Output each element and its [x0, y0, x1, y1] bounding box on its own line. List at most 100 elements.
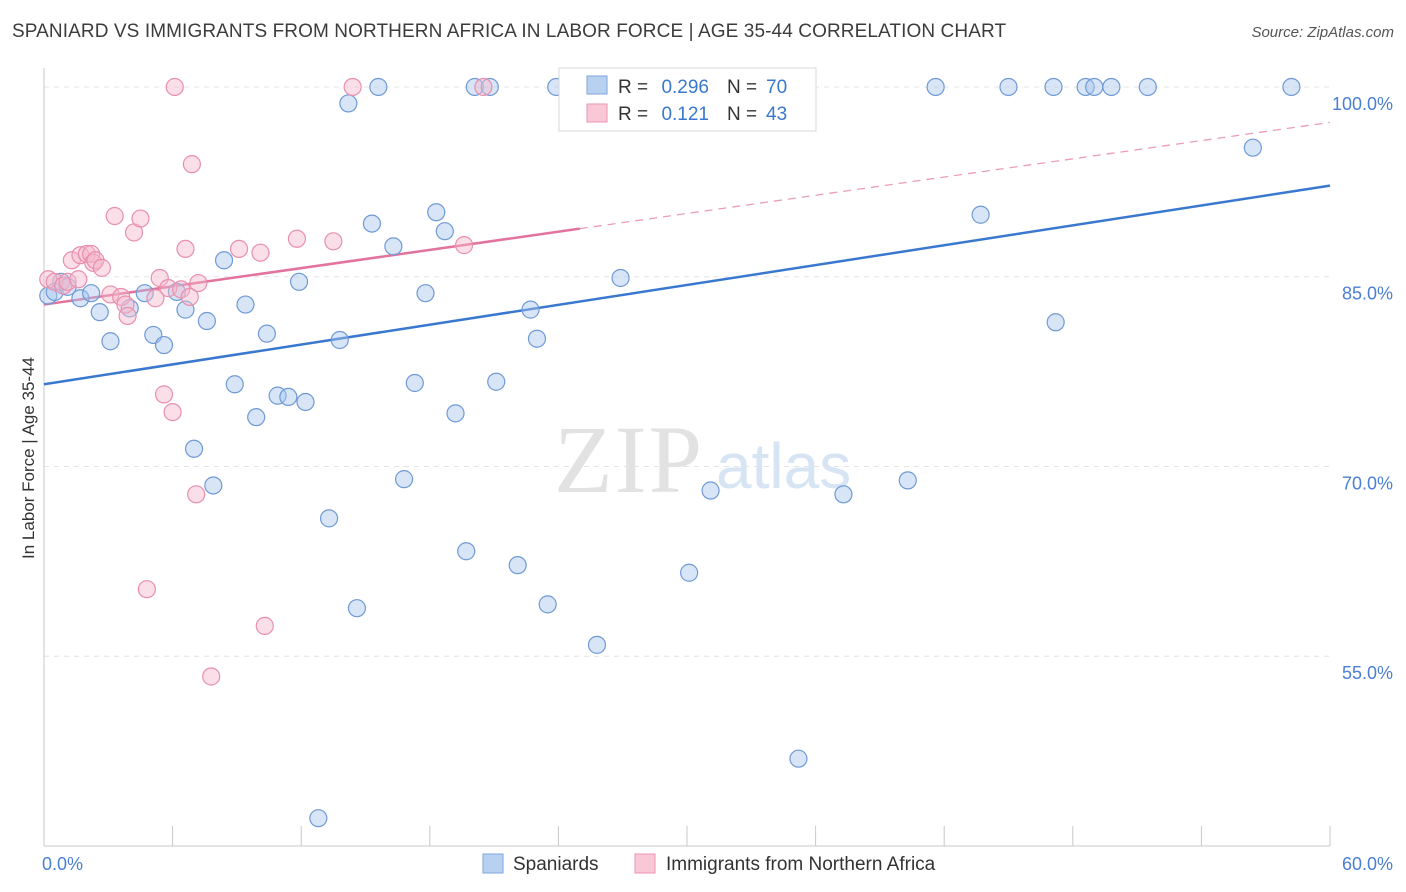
immigrants-point: [324, 232, 343, 251]
immigrants-point: [187, 485, 206, 504]
spaniards-point: [309, 809, 328, 828]
immigrants-point: [287, 229, 307, 248]
spaniards-point: [446, 404, 465, 423]
y-tick-label: 55.0%: [1342, 663, 1393, 683]
immigrants-point: [137, 580, 156, 599]
watermark: ZIP atlas: [554, 406, 851, 513]
immigrants-point: [159, 279, 178, 298]
stats-r-value-blue: 0.296: [661, 77, 709, 98]
spaniards-point: [135, 284, 154, 303]
x-tick-label-max: 60.0%: [1342, 854, 1393, 874]
stats-n-label-pink: N =: [727, 104, 757, 125]
immigrants-point: [251, 243, 270, 262]
y-tick-label: 85.0%: [1342, 284, 1393, 304]
spaniards-point: [319, 509, 339, 528]
trend-line-spaniards: [43, 184, 1331, 386]
immigrants-point: [165, 77, 184, 97]
spaniards-point: [296, 392, 315, 412]
y-axis-title: In Labor Force | Age 35-44: [19, 357, 38, 559]
legend-swatch-immigrants: [634, 853, 656, 874]
spaniards-point: [1243, 138, 1262, 157]
stats-n-value-blue: 70: [766, 77, 787, 98]
series-legend: Spaniards Immigrants from Northern Afric…: [482, 853, 936, 875]
immigrants-point: [163, 402, 182, 422]
stats-r-label-blue: R =: [618, 77, 648, 98]
stats-legend: R = 0.296 N = 70 R = 0.121 N = 43: [558, 67, 817, 132]
immigrants-point: [146, 289, 165, 308]
spaniards-point: [457, 542, 476, 561]
immigrants-point: [154, 385, 174, 404]
spaniards-point: [339, 94, 358, 113]
spaniards-point: [405, 373, 424, 393]
legend-label-immigrants: Immigrants from Northern Africa: [666, 854, 936, 875]
trend-line-immigrants-extension: [579, 121, 1331, 230]
spaniards-point: [701, 481, 720, 500]
spaniards-point: [394, 470, 414, 489]
immigrants-point: [474, 77, 493, 97]
y-tick-label: 70.0%: [1342, 473, 1393, 493]
spaniards-point: [184, 439, 204, 458]
spaniards-point: [101, 332, 120, 351]
spaniards-point: [204, 476, 223, 495]
immigrants-point: [229, 239, 249, 259]
trend-lines: [43, 121, 1331, 386]
immigrants-point: [255, 616, 274, 635]
spaniards-point: [1102, 77, 1121, 97]
spaniards-point: [257, 324, 277, 343]
stats-swatch-blue: [586, 75, 608, 95]
source-label: Source: ZipAtlas.com: [1251, 24, 1394, 41]
immigrants-point: [189, 273, 208, 293]
immigrants-point: [45, 272, 64, 291]
immigrants-point: [58, 272, 77, 291]
spaniards-point: [369, 77, 388, 97]
spaniards-point: [789, 749, 808, 768]
x-axis-ticks: [43, 826, 1331, 846]
spaniards-point: [680, 563, 699, 582]
immigrants-point: [86, 251, 105, 270]
stats-swatch-pink: [586, 103, 608, 123]
immigrants-point: [202, 667, 221, 686]
spaniards-point: [279, 387, 298, 407]
spaniards-point: [330, 330, 349, 350]
immigrants-point: [101, 285, 120, 304]
spaniards-point: [347, 599, 367, 618]
legend-swatch-spaniards: [482, 853, 504, 874]
spaniards-point: [1282, 77, 1301, 97]
spaniards-point: [898, 471, 917, 490]
immigrants-point: [454, 236, 474, 255]
stats-r-value-pink: 0.121: [661, 104, 709, 125]
spaniards-point: [971, 205, 990, 224]
immigrants-point: [92, 258, 111, 277]
spaniards-point: [1046, 313, 1065, 332]
immigrants-point: [182, 155, 201, 174]
chart-title: SPANIARD VS IMMIGRANTS FROM NORTHERN AFR…: [12, 21, 1007, 42]
spaniards-point: [587, 635, 607, 654]
spaniards-point: [487, 372, 506, 391]
spaniards-point: [508, 556, 527, 575]
spaniards-point: [435, 222, 454, 241]
spaniards-point: [416, 284, 435, 303]
y-tick-label: 100.0%: [1332, 94, 1393, 114]
spaniards-point: [527, 329, 547, 348]
spaniards-point: [289, 272, 309, 291]
spaniards-point: [384, 237, 403, 256]
stats-n-label-blue: N =: [727, 77, 757, 98]
immigrants-point: [176, 239, 195, 259]
spaniards-point: [214, 251, 234, 270]
stats-r-label-pink: R =: [618, 104, 648, 125]
spaniards-point: [611, 268, 630, 288]
spaniards-point: [154, 335, 174, 355]
spaniards-point: [362, 214, 382, 233]
immigrants-point: [116, 295, 135, 314]
immigrants-point: [131, 209, 150, 228]
spaniards-point: [197, 311, 216, 331]
spaniards-point: [1044, 77, 1063, 97]
spaniards-point: [71, 289, 90, 308]
spaniards-point: [834, 485, 853, 504]
stats-n-value-pink: 43: [766, 104, 787, 125]
spaniards-point: [1085, 77, 1104, 97]
immigrants-point: [118, 306, 137, 326]
spaniards-point: [521, 300, 540, 319]
trend-line-immigrants: [43, 227, 581, 306]
